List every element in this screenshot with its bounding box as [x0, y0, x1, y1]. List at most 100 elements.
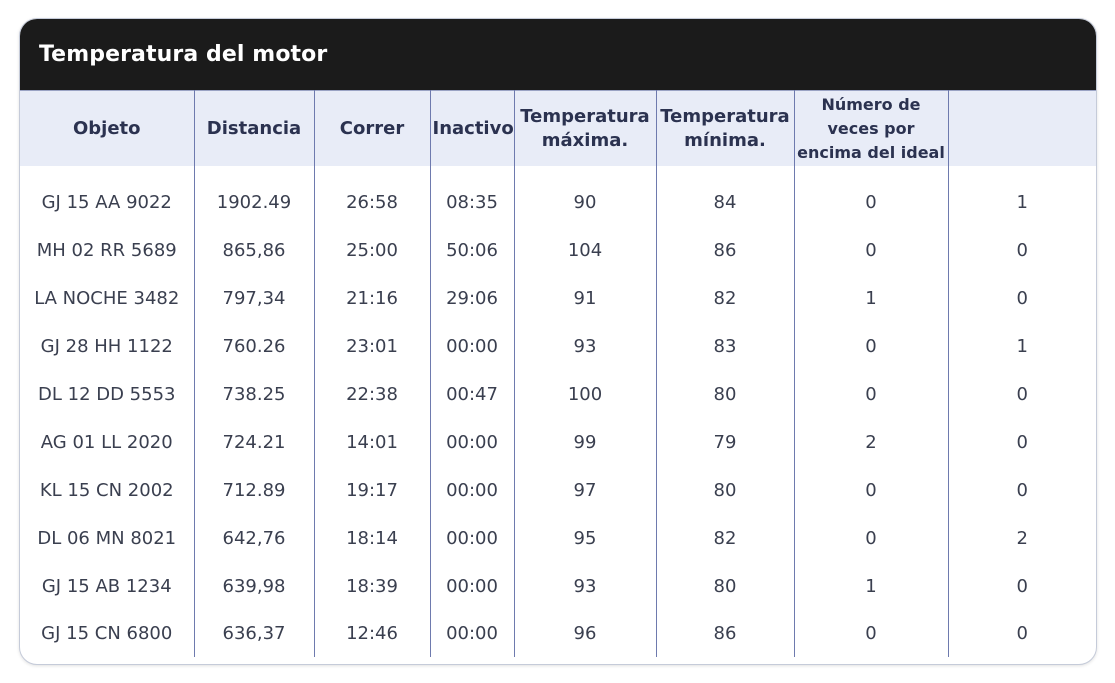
cell-objeto: GJ 28 HH 1122	[40, 335, 173, 357]
cell-inactivo: 00:00	[429, 322, 514, 370]
cell-veces-encima-ideal: 2	[793, 418, 948, 466]
cell-extra: 2	[947, 514, 1096, 562]
cell-veces-encima-ideal: 1	[793, 274, 948, 322]
cell-extra: 0	[947, 466, 1096, 514]
cell-temp-max: 90	[513, 178, 656, 226]
cell-correr: 22:38	[313, 370, 430, 418]
cell-inactivo: 50:06	[429, 226, 514, 274]
cell-inactivo: 00:00	[429, 610, 514, 657]
cell-distancia: 760.26	[193, 322, 314, 370]
cell-objeto: KL 15 CN 2002	[39, 479, 174, 501]
cell-correr: 12:46	[313, 610, 430, 657]
cell-veces-encima-ideal: 0	[793, 226, 948, 274]
cell-objeto: DL 06 MN 8021	[37, 527, 177, 549]
cell-veces-encima-ideal: 0	[793, 322, 948, 370]
column-header-inactivo[interactable]: Inactivo	[429, 90, 514, 166]
cell-objeto: DL 12 DD 5553	[38, 383, 176, 405]
cell-correr: 18:39	[313, 562, 430, 610]
table-header-row: Objeto Distancia Correr Inactivo Tempera…	[20, 90, 1096, 166]
cell-correr: 21:16	[313, 274, 430, 322]
cell-temp-min: 80	[655, 562, 794, 610]
cell-extra: 1	[947, 322, 1096, 370]
cell-correr: 14:01	[313, 418, 430, 466]
cell-objeto: LA NOCHE 3482	[34, 287, 180, 309]
column-header-temperatura-maxima[interactable]: Temperatura máxima.	[513, 90, 656, 166]
cell-temp-max: 99	[513, 418, 656, 466]
cell-temp-max: 97	[513, 466, 656, 514]
table-body: GJ 15 AA 9022 1902.49 26:58 08:35 90 84 0 1 MH 0…	[20, 166, 1096, 657]
cell-temp-max: 100	[513, 370, 656, 418]
table-row[interactable]: MH 02 RR 5689 865,86 25:00 50:06 104 86 0 0	[20, 226, 1096, 274]
cell-temp-min: 82	[655, 514, 794, 562]
cell-distancia: 712.89	[193, 466, 314, 514]
cell-objeto: AG 01 LL 2020	[40, 431, 173, 453]
cell-distancia: 1902.49	[193, 178, 314, 226]
cell-veces-encima-ideal: 0	[793, 514, 948, 562]
cell-correr: 23:01	[313, 322, 430, 370]
column-header-extra	[947, 90, 1096, 166]
cell-temp-min: 86	[655, 226, 794, 274]
cell-inactivo: 29:06	[429, 274, 514, 322]
cell-correr: 18:14	[313, 514, 430, 562]
table-row[interactable]: GJ 15 AA 9022 1902.49 26:58 08:35 90 84 0 1	[20, 178, 1096, 226]
cell-inactivo: 00:47	[429, 370, 514, 418]
cell-correr: 25:00	[313, 226, 430, 274]
cell-temp-min: 83	[655, 322, 794, 370]
cell-inactivo: 00:00	[429, 418, 514, 466]
cell-temp-min: 79	[655, 418, 794, 466]
cell-temp-min: 84	[655, 178, 794, 226]
cell-temp-max: 93	[513, 562, 656, 610]
cell-objeto: GJ 15 AB 1234	[41, 575, 172, 597]
cell-inactivo: 00:00	[429, 466, 514, 514]
cell-temp-min: 82	[655, 274, 794, 322]
column-header-temperatura-minima[interactable]: Temperatura mínima.	[655, 90, 794, 166]
cell-extra: 0	[947, 370, 1096, 418]
card-title: Temperatura del motor	[20, 19, 1096, 90]
cell-objeto: GJ 15 AA 9022	[41, 191, 172, 213]
cell-extra: 0	[947, 274, 1096, 322]
table-row[interactable]: GJ 28 HH 1122 760.26 23:01 00:00 93 83 0 1	[20, 322, 1096, 370]
table-row[interactable]: GJ 15 CN 6800 636,37 12:46 00:00 96 86 0 0	[20, 610, 1096, 657]
cell-extra: 0	[947, 226, 1096, 274]
table-spacer-row	[20, 166, 1096, 178]
cell-correr: 26:58	[313, 178, 430, 226]
engine-temperature-table: Objeto Distancia Correr Inactivo Tempera…	[20, 90, 1096, 657]
cell-distancia: 724.21	[193, 418, 314, 466]
cell-extra: 0	[947, 610, 1096, 657]
cell-extra: 0	[947, 562, 1096, 610]
table-row[interactable]: DL 06 MN 8021 642,76 18:14 00:00 95 82 0 2	[20, 514, 1096, 562]
cell-extra: 0	[947, 418, 1096, 466]
table-row[interactable]: DL 12 DD 5553 738.25 22:38 00:47 100 80 0 0	[20, 370, 1096, 418]
cell-temp-max: 91	[513, 274, 656, 322]
cell-inactivo: 08:35	[429, 178, 514, 226]
cell-temp-max: 93	[513, 322, 656, 370]
column-header-correr[interactable]: Correr	[313, 90, 430, 166]
cell-distancia: 865,86	[193, 226, 314, 274]
table-row[interactable]: GJ 15 AB 1234 639,98 18:39 00:00 93 80 1 0	[20, 562, 1096, 610]
table-row[interactable]: LA NOCHE 3482 797,34 21:16 29:06 91 82 1 0	[20, 274, 1096, 322]
cell-inactivo: 00:00	[429, 562, 514, 610]
column-header-veces-encima-ideal[interactable]: Número de veces por encima del ideal	[793, 90, 948, 166]
cell-temp-min: 86	[655, 610, 794, 657]
cell-veces-encima-ideal: 0	[793, 610, 948, 657]
table-row[interactable]: KL 15 CN 2002 712.89 19:17 00:00 97 80 0 0	[20, 466, 1096, 514]
cell-objeto: GJ 15 CN 6800	[41, 623, 173, 644]
cell-veces-encima-ideal: 0	[793, 178, 948, 226]
cell-correr: 19:17	[313, 466, 430, 514]
column-header-distancia[interactable]: Distancia	[193, 90, 314, 166]
cell-objeto: MH 02 RR 5689	[36, 239, 177, 261]
column-header-objeto[interactable]: Objeto	[72, 117, 141, 139]
cell-distancia: 636,37	[193, 610, 314, 657]
cell-distancia: 642,76	[193, 514, 314, 562]
cell-veces-encima-ideal: 0	[793, 466, 948, 514]
cell-temp-max: 96	[513, 610, 656, 657]
cell-distancia: 738.25	[193, 370, 314, 418]
cell-distancia: 797,34	[193, 274, 314, 322]
cell-distancia: 639,98	[193, 562, 314, 610]
table-row[interactable]: AG 01 LL 2020 724.21 14:01 00:00 99 79 2 0	[20, 418, 1096, 466]
cell-veces-encima-ideal: 1	[793, 562, 948, 610]
cell-temp-min: 80	[655, 370, 794, 418]
cell-extra: 1	[947, 178, 1096, 226]
cell-inactivo: 00:00	[429, 514, 514, 562]
cell-veces-encima-ideal: 0	[793, 370, 948, 418]
